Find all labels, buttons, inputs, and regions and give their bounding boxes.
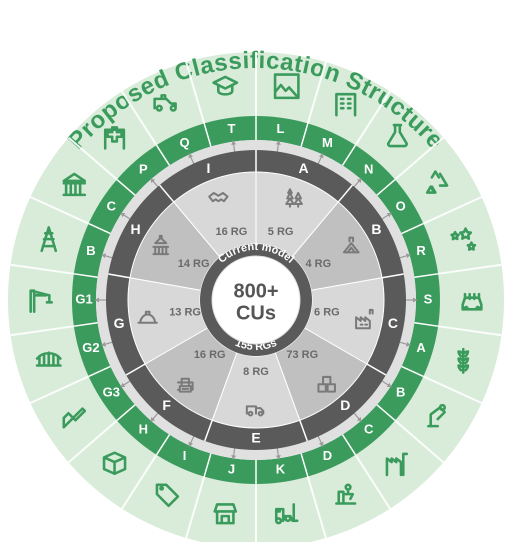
inner-segment-label: B (371, 221, 381, 237)
wheat-icon (459, 349, 468, 372)
outer-segment-label: A (416, 340, 426, 355)
outer-segment-label: T (228, 121, 236, 136)
rg-count-label: 5 RG (268, 226, 294, 238)
outer-segment-label: G3 (103, 384, 120, 399)
outer-segment-label: J (228, 462, 235, 477)
rg-count-label: 73 RG (286, 349, 318, 361)
outer-segment-label: S (424, 291, 433, 306)
center-count: 800+ (233, 280, 278, 302)
inner-segment-label: C (388, 315, 398, 331)
outer-segment-label: G2 (82, 340, 99, 355)
outer-segment-label: D (323, 448, 332, 463)
center-unit: CUs (236, 302, 276, 324)
rg-count-label: 8 RG (243, 366, 269, 378)
outer-segment-label: H (139, 421, 148, 436)
outer-segment-label: R (416, 243, 426, 258)
inner-segment-label: A (298, 160, 308, 176)
outer-segment-label: K (276, 462, 286, 477)
rg-count-label: 4 RG (306, 258, 332, 270)
outer-segment-label: C (107, 198, 117, 213)
bridge-icon (37, 353, 60, 366)
inner-segment-label: G (114, 315, 125, 331)
outer-segment-label: B (86, 243, 95, 258)
outer-segment-label: Q (179, 135, 189, 150)
outer-segment-label: N (364, 161, 373, 176)
inner-segment-label: H (131, 221, 141, 237)
outer-segment-label: I (183, 448, 187, 463)
outer-segment-label: G1 (75, 291, 92, 306)
rg-count-label: 16 RG (215, 226, 247, 238)
outer-segment-label: M (322, 135, 333, 150)
rg-count-label: 16 RG (194, 349, 226, 361)
rg-count-label: 6 RG (314, 306, 340, 318)
rg-count-label: 14 RG (178, 258, 210, 270)
rg-count-label: 13 RG (169, 306, 201, 318)
inner-segment-label: F (162, 397, 171, 413)
outer-segment-label: L (277, 121, 285, 136)
classification-diagram: Proposed Classification StructureLMNORSA… (0, 0, 512, 557)
inner-segment-label: D (340, 397, 350, 413)
outer-segment-label: O (396, 198, 406, 213)
inner-segment-label: I (207, 160, 211, 176)
outer-segment-label: P (139, 161, 148, 176)
outer-segment-label: B (396, 384, 405, 399)
inner-segment-label: E (251, 430, 260, 446)
outer-segment-label: C (364, 421, 374, 436)
